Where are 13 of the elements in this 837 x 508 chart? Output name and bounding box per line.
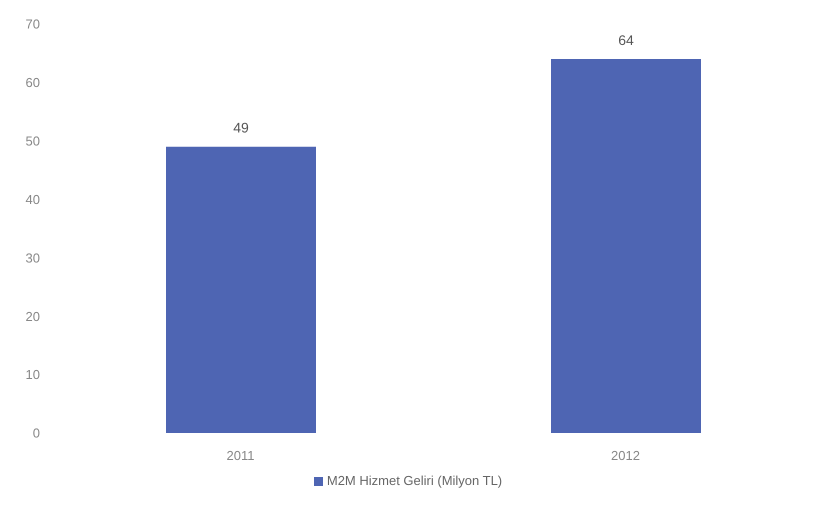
y-tick-label: 40	[26, 192, 40, 207]
y-tick-label: 20	[26, 308, 40, 324]
y-tick-label: 60	[26, 75, 40, 90]
data-label: 49	[233, 120, 249, 136]
legend-label: M2M Hizmet Geliri (Milyon TL)	[326, 473, 502, 488]
x-tick-label: 2012	[611, 448, 640, 464]
data-label: 64	[618, 32, 634, 48]
y-tick-label: 0	[32, 426, 40, 441]
y-tick-label: 10	[26, 367, 40, 382]
y-tick-label: 70	[26, 16, 40, 32]
y-tick-label: 30	[26, 250, 40, 266]
x-tick-label: 2011	[226, 448, 254, 464]
y-tick-label: 50	[26, 133, 40, 148]
